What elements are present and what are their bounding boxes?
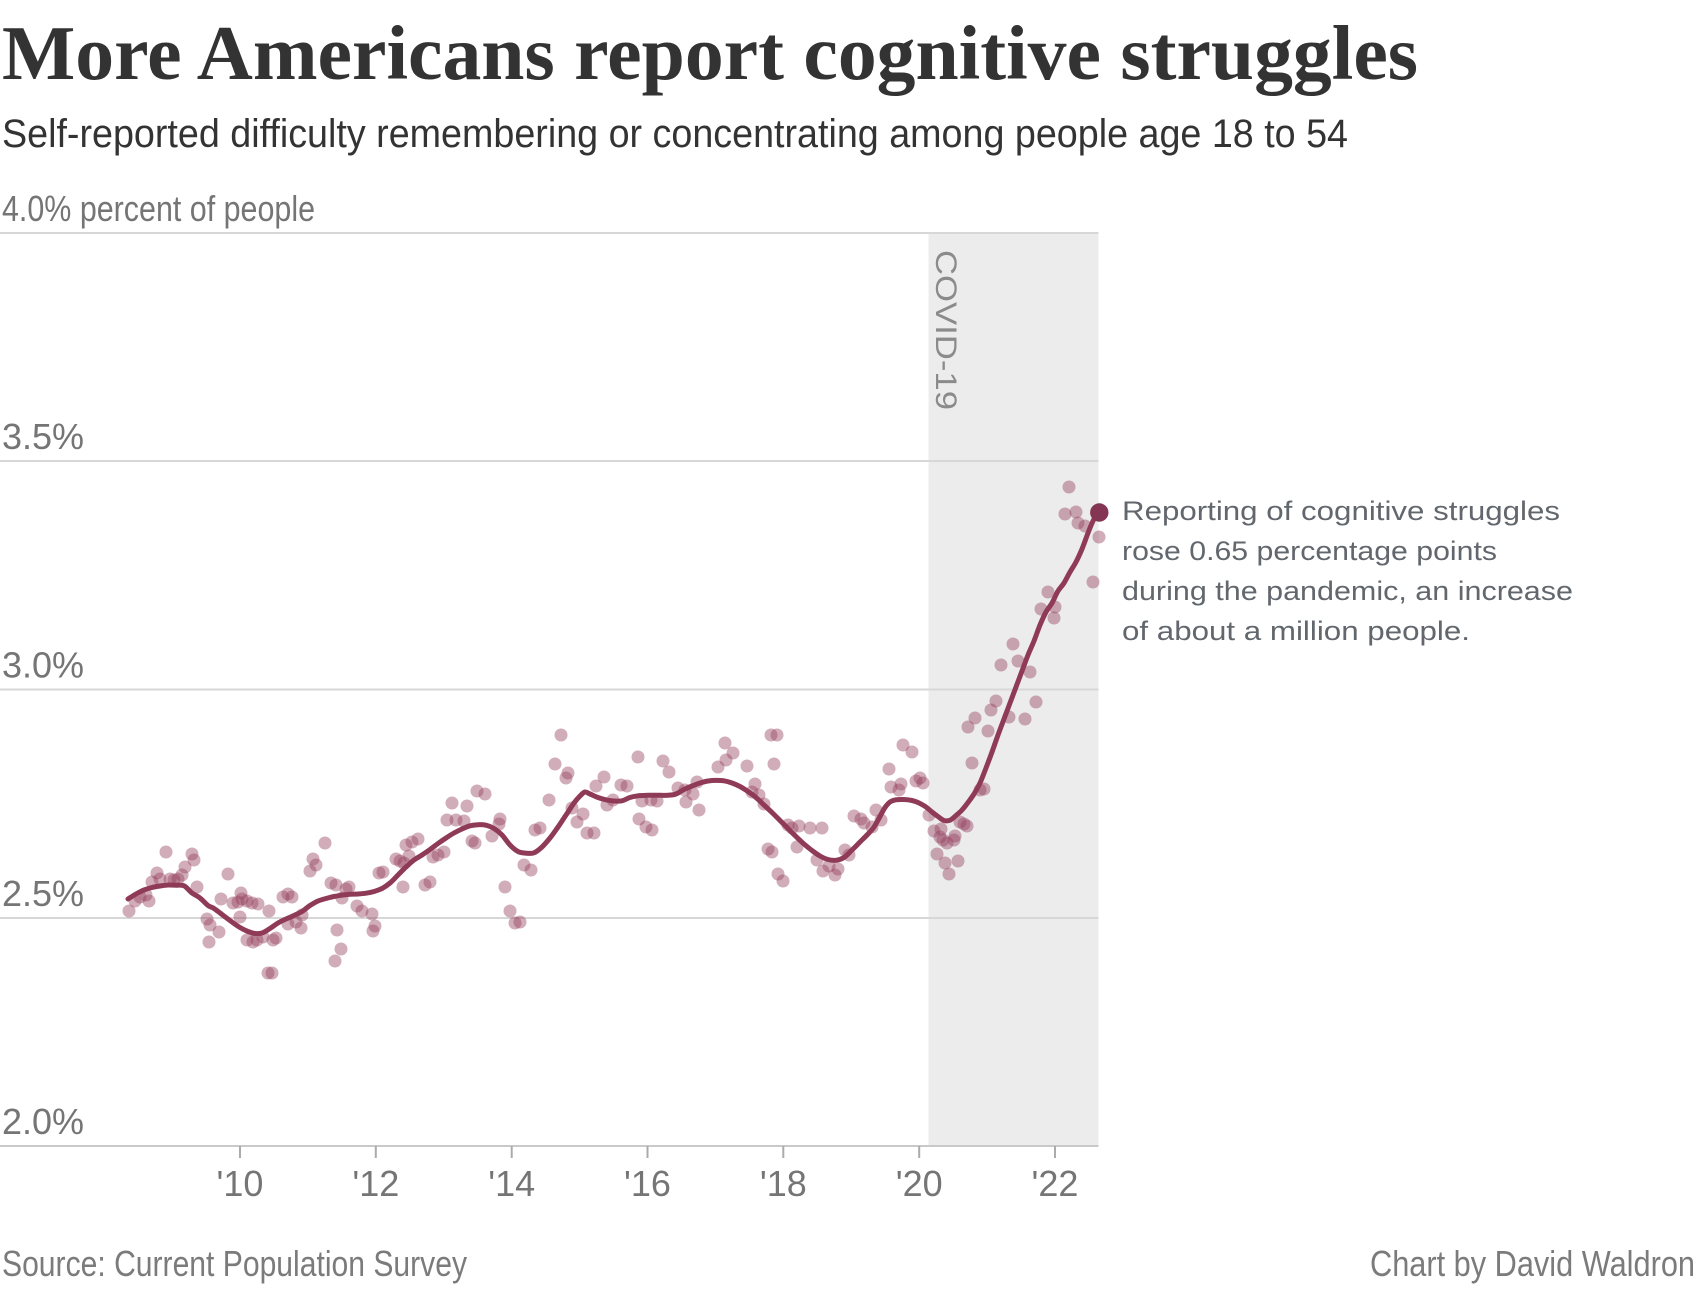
svg-text:rose 0.65 percentage points: rose 0.65 percentage points xyxy=(1122,536,1497,566)
svg-text:Chart by David Waldron: Chart by David Waldron xyxy=(1370,1243,1695,1284)
svg-text:3.0%: 3.0% xyxy=(2,645,84,686)
svg-text:'20: '20 xyxy=(896,1163,943,1204)
svg-text:during the pandemic, an increa: during the pandemic, an increase xyxy=(1122,576,1573,606)
svg-text:3.5%: 3.5% xyxy=(2,416,84,457)
svg-text:4.0% percent of people: 4.0% percent of people xyxy=(2,188,315,229)
svg-text:Self-reported difficulty remem: Self-reported difficulty remembering or … xyxy=(2,112,1348,156)
svg-text:'16: '16 xyxy=(624,1163,671,1204)
svg-text:2.0%: 2.0% xyxy=(2,1101,84,1142)
svg-text:Source: Current Population Sur: Source: Current Population Survey xyxy=(2,1243,467,1284)
svg-text:COVID-19: COVID-19 xyxy=(929,250,962,410)
svg-text:'22: '22 xyxy=(1032,1163,1079,1204)
svg-text:'10: '10 xyxy=(217,1163,264,1204)
svg-text:More Americans report cognitiv: More Americans report cognitive struggle… xyxy=(2,10,1418,96)
svg-text:of about a million people.: of about a million people. xyxy=(1122,616,1470,646)
svg-text:'18: '18 xyxy=(760,1163,807,1204)
svg-text:'12: '12 xyxy=(352,1163,399,1204)
svg-text:'14: '14 xyxy=(488,1163,535,1204)
svg-text:Reporting of cognitive struggl: Reporting of cognitive struggles xyxy=(1122,496,1560,526)
svg-text:2.5%: 2.5% xyxy=(2,873,84,914)
